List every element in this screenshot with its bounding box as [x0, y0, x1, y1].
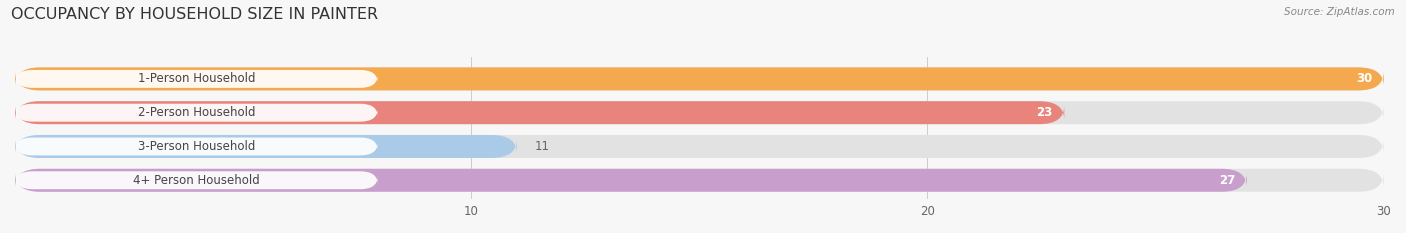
Text: 30: 30 [1355, 72, 1372, 86]
Text: 23: 23 [1036, 106, 1053, 119]
Text: OCCUPANCY BY HOUSEHOLD SIZE IN PAINTER: OCCUPANCY BY HOUSEHOLD SIZE IN PAINTER [11, 7, 378, 22]
FancyBboxPatch shape [15, 169, 1384, 192]
Text: 11: 11 [536, 140, 550, 153]
FancyBboxPatch shape [15, 171, 378, 189]
Text: 1-Person Household: 1-Person Household [138, 72, 254, 86]
Text: 27: 27 [1219, 174, 1236, 187]
Text: 3-Person Household: 3-Person Household [138, 140, 254, 153]
FancyBboxPatch shape [15, 101, 1384, 124]
FancyBboxPatch shape [15, 135, 1384, 158]
Text: 4+ Person Household: 4+ Person Household [134, 174, 260, 187]
Text: 2-Person Household: 2-Person Household [138, 106, 254, 119]
FancyBboxPatch shape [15, 67, 1384, 90]
FancyBboxPatch shape [15, 137, 378, 155]
FancyBboxPatch shape [15, 70, 378, 88]
Text: Source: ZipAtlas.com: Source: ZipAtlas.com [1284, 7, 1395, 17]
FancyBboxPatch shape [15, 135, 517, 158]
FancyBboxPatch shape [15, 104, 378, 122]
FancyBboxPatch shape [15, 67, 1384, 90]
FancyBboxPatch shape [15, 101, 1064, 124]
FancyBboxPatch shape [15, 169, 1247, 192]
